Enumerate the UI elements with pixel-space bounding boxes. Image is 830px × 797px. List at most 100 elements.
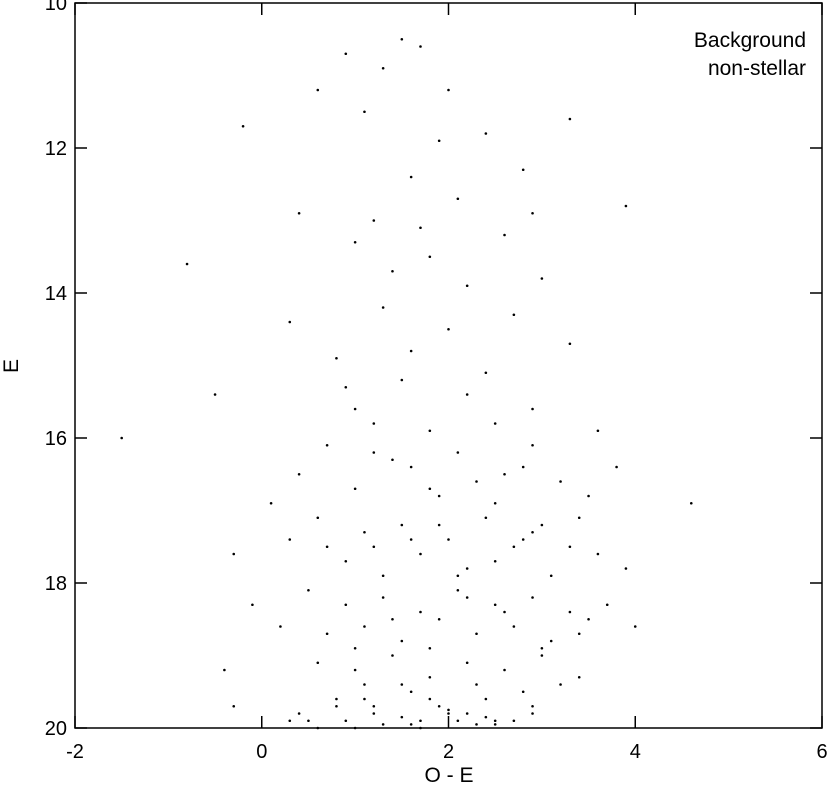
point <box>400 715 404 719</box>
point <box>381 306 385 309</box>
x-tick-label: 0 <box>256 741 267 763</box>
point <box>465 596 469 599</box>
point <box>409 465 413 469</box>
point <box>400 378 404 382</box>
point <box>232 552 236 556</box>
point <box>335 356 338 360</box>
point <box>419 719 422 723</box>
point <box>689 501 693 505</box>
point <box>409 690 413 694</box>
point <box>549 574 553 578</box>
point <box>400 683 404 686</box>
point <box>400 523 404 527</box>
point <box>512 625 516 628</box>
point <box>503 668 506 672</box>
x-tick-label: 6 <box>816 741 827 763</box>
point <box>540 646 544 650</box>
point <box>372 704 376 708</box>
point <box>363 530 366 534</box>
point <box>475 723 478 726</box>
point <box>372 451 376 454</box>
point <box>437 494 441 498</box>
point <box>353 487 357 491</box>
point <box>596 429 600 433</box>
point <box>344 52 348 56</box>
point <box>447 712 450 715</box>
annotation: non-stellar <box>708 57 806 80</box>
point <box>559 683 562 686</box>
point <box>540 277 544 280</box>
point <box>344 719 348 723</box>
point <box>465 284 469 288</box>
point <box>344 385 348 389</box>
point <box>409 723 413 726</box>
point <box>493 603 497 607</box>
point <box>297 211 301 215</box>
x-tick-label: 4 <box>630 741 641 763</box>
point <box>419 552 422 556</box>
point <box>419 45 422 48</box>
point <box>531 211 534 215</box>
point <box>316 88 320 92</box>
point <box>484 371 488 375</box>
plot-frame <box>74 2 823 729</box>
y-tick-label: 16 <box>45 428 67 450</box>
point <box>531 712 534 715</box>
point <box>316 726 320 730</box>
point <box>475 632 478 636</box>
point <box>232 704 236 708</box>
point <box>465 393 469 396</box>
point <box>353 668 357 672</box>
point <box>325 632 329 636</box>
x-axis-label: O - E <box>424 764 473 787</box>
point <box>521 538 525 541</box>
point <box>363 625 366 628</box>
point <box>251 603 254 607</box>
point <box>484 697 488 701</box>
point <box>605 603 609 607</box>
point <box>531 443 534 447</box>
point <box>372 219 376 222</box>
point <box>633 625 637 628</box>
point <box>465 567 469 570</box>
point <box>531 530 534 534</box>
point <box>363 697 366 701</box>
point <box>503 610 506 614</box>
point <box>344 559 348 563</box>
point <box>428 487 432 491</box>
point <box>577 675 581 679</box>
point <box>419 226 422 230</box>
point <box>437 139 441 143</box>
point <box>269 501 273 505</box>
point <box>185 262 189 266</box>
point <box>297 712 301 715</box>
y-tick-label: 10 <box>45 0 67 15</box>
point <box>353 407 357 411</box>
point <box>353 646 357 650</box>
y-tick-label: 18 <box>45 573 67 595</box>
point <box>503 233 506 237</box>
point <box>381 574 385 578</box>
point <box>531 407 534 411</box>
point <box>549 639 553 643</box>
point <box>493 723 497 726</box>
point <box>428 646 432 650</box>
point <box>391 654 394 657</box>
point <box>531 704 534 708</box>
point <box>447 327 450 331</box>
point <box>437 523 441 527</box>
point <box>419 610 422 614</box>
point <box>540 523 544 527</box>
point <box>568 117 572 121</box>
point <box>419 726 422 730</box>
point <box>568 342 572 346</box>
point <box>335 697 338 701</box>
y-tick-label: 20 <box>45 718 67 740</box>
point <box>437 617 441 621</box>
point <box>400 37 404 41</box>
point <box>409 349 413 353</box>
point <box>241 124 245 128</box>
y-axis-label: E <box>0 359 23 373</box>
point <box>363 110 366 114</box>
